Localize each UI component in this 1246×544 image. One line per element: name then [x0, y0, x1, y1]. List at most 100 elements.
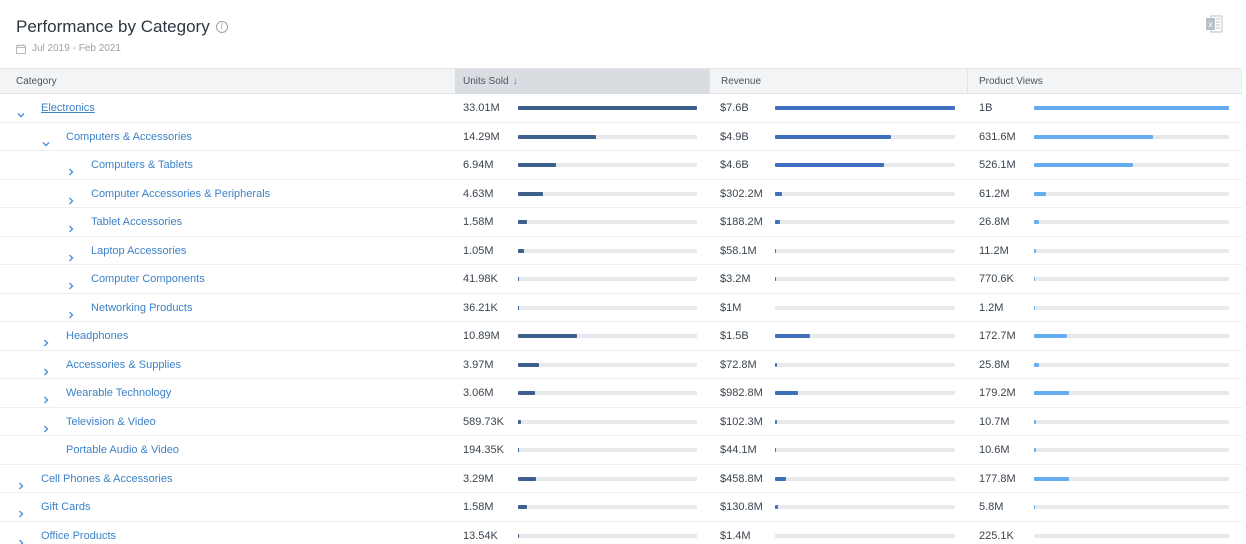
units-sold-value: 3.06M — [463, 387, 494, 399]
table-row[interactable]: Wearable Technology 3.06M $982.8M 179.2M — [0, 379, 1242, 408]
units-sold-value: 3.29M — [463, 472, 494, 485]
chevron-right-icon[interactable] — [66, 303, 76, 318]
excel-export-icon[interactable]: x — [1206, 15, 1223, 33]
product-views-bar-fill — [1034, 106, 1229, 110]
table-row[interactable]: Television & Video 589.73K $102.3M 10.7M — [0, 408, 1242, 436]
revenue-bar-fill — [775, 163, 884, 167]
table-row[interactable]: Portable Audio & Video 194.35K $44.1M 10.6M — [0, 436, 1242, 465]
product-views-bar-track — [1034, 533, 1229, 538]
category-label[interactable]: Accessories & Supplies — [66, 358, 181, 371]
category-cell: Networking Products — [66, 294, 193, 322]
revenue-value: $1.5B — [720, 330, 749, 342]
category-label[interactable]: Tablet Accessories — [91, 216, 183, 228]
table-row[interactable]: Electronics 33.01M $7.6B 1B — [0, 94, 1242, 123]
table-row[interactable]: Networking Products 36.21K $1M 1.2M — [0, 294, 1242, 322]
units-sold-value: 194.35K — [463, 444, 504, 456]
product-views-value: 526.1M — [979, 159, 1016, 171]
category-label[interactable]: Wearable Technology — [66, 387, 172, 399]
table-row[interactable]: Accessories & Supplies 3.97M $72.8M 25.8M — [0, 351, 1242, 379]
chevron-right-icon[interactable] — [41, 417, 51, 432]
revenue-bar-track — [775, 106, 955, 110]
category-label[interactable]: Networking Products — [91, 301, 193, 314]
revenue-bar-track — [775, 362, 955, 367]
category-label[interactable]: Portable Audio & Video — [66, 444, 179, 456]
category-label[interactable]: Computer Accessories & Peripherals — [91, 187, 271, 200]
revenue-value: $58.1M — [720, 244, 757, 257]
table-row[interactable]: Computers & Accessories 14.29M $4.9B 631.6M — [0, 123, 1242, 151]
category-cell: Portable Audio & Video — [41, 436, 179, 464]
header-category-label: Category — [16, 76, 57, 87]
revenue-bar-fill — [775, 419, 778, 424]
units-sold-bar-fill — [518, 134, 596, 139]
revenue-bar-track — [775, 305, 955, 310]
chevron-right-icon[interactable] — [41, 360, 51, 375]
svg-text:x: x — [1209, 20, 1213, 29]
chevron-right-icon[interactable] — [16, 502, 26, 518]
category-label[interactable]: Electronics — [41, 102, 95, 114]
chevron-right-icon[interactable] — [16, 531, 26, 544]
revenue-value: $1.4M — [720, 529, 751, 542]
revenue-bar-track — [775, 163, 955, 167]
table-body: Electronics 33.01M $7.6B 1B Computers & Acce… — [0, 94, 1242, 544]
units-sold-value: 4.63M — [463, 187, 494, 200]
product-views-value: 10.7M — [979, 415, 1010, 428]
category-label[interactable]: Gift Cards — [41, 501, 91, 513]
product-views-value: 61.2M — [979, 187, 1010, 200]
category-cell: Cell Phones & Accessories — [16, 465, 172, 493]
units-sold-value: 1.58M — [463, 501, 494, 513]
category-cell: Laptop Accessories — [66, 237, 186, 265]
info-icon[interactable]: i — [215, 21, 228, 33]
header-units-sold[interactable]: Units Sold ↓ — [455, 69, 709, 94]
product-views-bar-track — [1034, 191, 1229, 196]
table-row[interactable]: Office Products 13.54K $1.4M 225.1K — [0, 522, 1242, 544]
units-sold-value: 14.29M — [463, 130, 500, 143]
chevron-right-icon[interactable] — [41, 388, 51, 404]
chevron-right-icon[interactable] — [16, 474, 26, 489]
table-row[interactable]: Computer Components 41.98K $3.2M 770.6K — [0, 265, 1242, 294]
product-views-bar-track — [1034, 134, 1229, 139]
product-views-value: 225.1K — [979, 529, 1014, 542]
product-views-bar-fill — [1034, 191, 1046, 196]
product-views-bar-track — [1034, 106, 1229, 110]
table-row[interactable]: Computers & Tablets 6.94M $4.6B 526.1M — [0, 151, 1242, 180]
header-category[interactable]: Category — [8, 69, 57, 94]
category-label[interactable]: Cell Phones & Accessories — [41, 472, 173, 485]
revenue-bar-fill — [775, 448, 777, 452]
category-label[interactable]: Computers & Accessories — [66, 130, 192, 143]
category-label[interactable]: Computer Components — [91, 273, 205, 285]
table-row[interactable]: Cell Phones & Accessories 3.29M $458.8M 177… — [0, 465, 1242, 493]
revenue-bar-track — [775, 448, 955, 452]
table-row[interactable]: Headphones 10.89M $1.5B 172.7M — [0, 322, 1242, 351]
chevron-down-icon[interactable] — [16, 103, 26, 118]
table-row[interactable]: Gift Cards 1.58M $130.8M 5.8M — [0, 493, 1242, 522]
chevron-right-icon[interactable] — [66, 160, 76, 176]
category-label[interactable]: Laptop Accessories — [91, 244, 187, 257]
units-sold-value: 1.58M — [463, 216, 494, 228]
category-label[interactable]: Headphones — [66, 330, 129, 342]
category-label[interactable]: Office Products — [41, 529, 116, 542]
revenue-bar-fill — [775, 106, 955, 110]
revenue-bar-track — [775, 191, 955, 196]
units-sold-bar-fill — [518, 391, 535, 395]
chevron-right-icon[interactable] — [66, 246, 76, 261]
chevron-right-icon[interactable] — [66, 217, 76, 233]
category-table: Category Units Sold ↓ Revenue Product Vie… — [0, 68, 1242, 544]
chevron-right-icon[interactable] — [66, 189, 76, 204]
table-row[interactable]: Tablet Accessories 1.58M $188.2M 26.8M — [0, 208, 1242, 237]
header-product-views[interactable]: Product Views — [971, 69, 1043, 94]
revenue-bar-track — [775, 419, 955, 424]
chevron-down-icon[interactable] — [41, 132, 51, 146]
chevron-right-icon[interactable] — [66, 274, 76, 290]
units-sold-bar-fill — [518, 419, 522, 424]
header-units-sold-label: Units Sold — [463, 76, 509, 87]
units-sold-bar-track — [518, 248, 697, 253]
header-revenue[interactable]: Revenue — [713, 69, 761, 94]
category-label[interactable]: Computers & Tablets — [91, 159, 193, 171]
table-row[interactable]: Computer Accessories & Peripherals 4.63M $… — [0, 180, 1242, 208]
units-sold-value: 10.89M — [463, 330, 500, 342]
revenue-value: $3.2M — [720, 273, 751, 285]
units-sold-bar-fill — [518, 448, 520, 452]
category-label[interactable]: Television & Video — [66, 415, 156, 428]
table-row[interactable]: Laptop Accessories 1.05M $58.1M 11.2M — [0, 237, 1242, 265]
chevron-right-icon[interactable] — [41, 331, 51, 347]
